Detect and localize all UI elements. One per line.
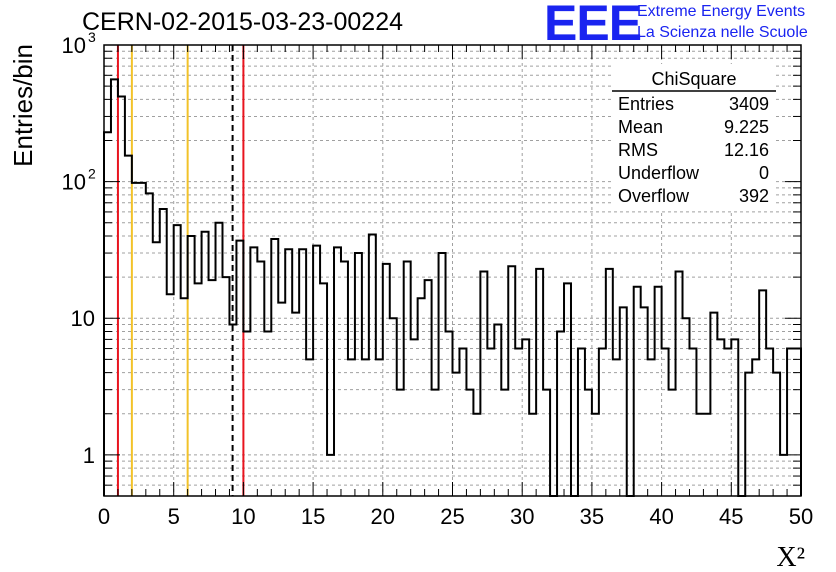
logo-line-2: La Scienza nelle Scuole xyxy=(637,24,808,41)
y-tick-label: 1 xyxy=(83,443,95,468)
stats-value: 0 xyxy=(759,163,769,183)
y-tick-label: 10 xyxy=(62,33,86,58)
logo-line-1: Extreme Energy Events xyxy=(637,3,806,20)
stats-label: Overflow xyxy=(618,186,690,206)
x-tick-label: 40 xyxy=(649,504,673,529)
stats-background xyxy=(612,64,776,210)
stats-title: ChiSquare xyxy=(651,69,736,89)
x-tick-label: 35 xyxy=(580,504,604,529)
y-tick-exponent: 3 xyxy=(88,29,96,45)
y-axis-label: Entries/bin xyxy=(8,44,38,167)
stats-value: 12.16 xyxy=(724,140,769,160)
x-axis-label: X² xyxy=(776,542,805,572)
stats-label: Underflow xyxy=(618,163,700,183)
histogram-series xyxy=(103,78,802,497)
x-tick-label: 5 xyxy=(168,504,180,529)
y-tick-label: 10 xyxy=(71,306,95,331)
x-tick-label: 25 xyxy=(440,504,464,529)
stats-label: Entries xyxy=(618,94,674,114)
y-tick-exponent: 2 xyxy=(88,166,96,182)
eee-logo: EEE xyxy=(544,0,642,51)
x-tick-label: 45 xyxy=(719,504,743,529)
x-tick-label: 50 xyxy=(789,504,813,529)
chart-title: CERN-02-2015-03-23-00224 xyxy=(82,8,404,36)
stats-label: Mean xyxy=(618,117,663,137)
x-tick-label: 15 xyxy=(301,504,325,529)
stats-value: 9.225 xyxy=(724,117,769,137)
x-tick-label: 20 xyxy=(371,504,395,529)
stats-box: ChiSquare Entries 3409 Mean 9.225 RMS 12.16 Und… xyxy=(612,64,776,210)
x-tick-label: 30 xyxy=(510,504,534,529)
stats-value: 392 xyxy=(739,186,769,206)
stats-value: 3409 xyxy=(729,94,769,114)
x-tick-label: 10 xyxy=(231,504,255,529)
x-tick-label: 0 xyxy=(98,504,110,529)
stats-label: RMS xyxy=(618,140,658,160)
y-tick-label: 10 xyxy=(62,170,86,195)
